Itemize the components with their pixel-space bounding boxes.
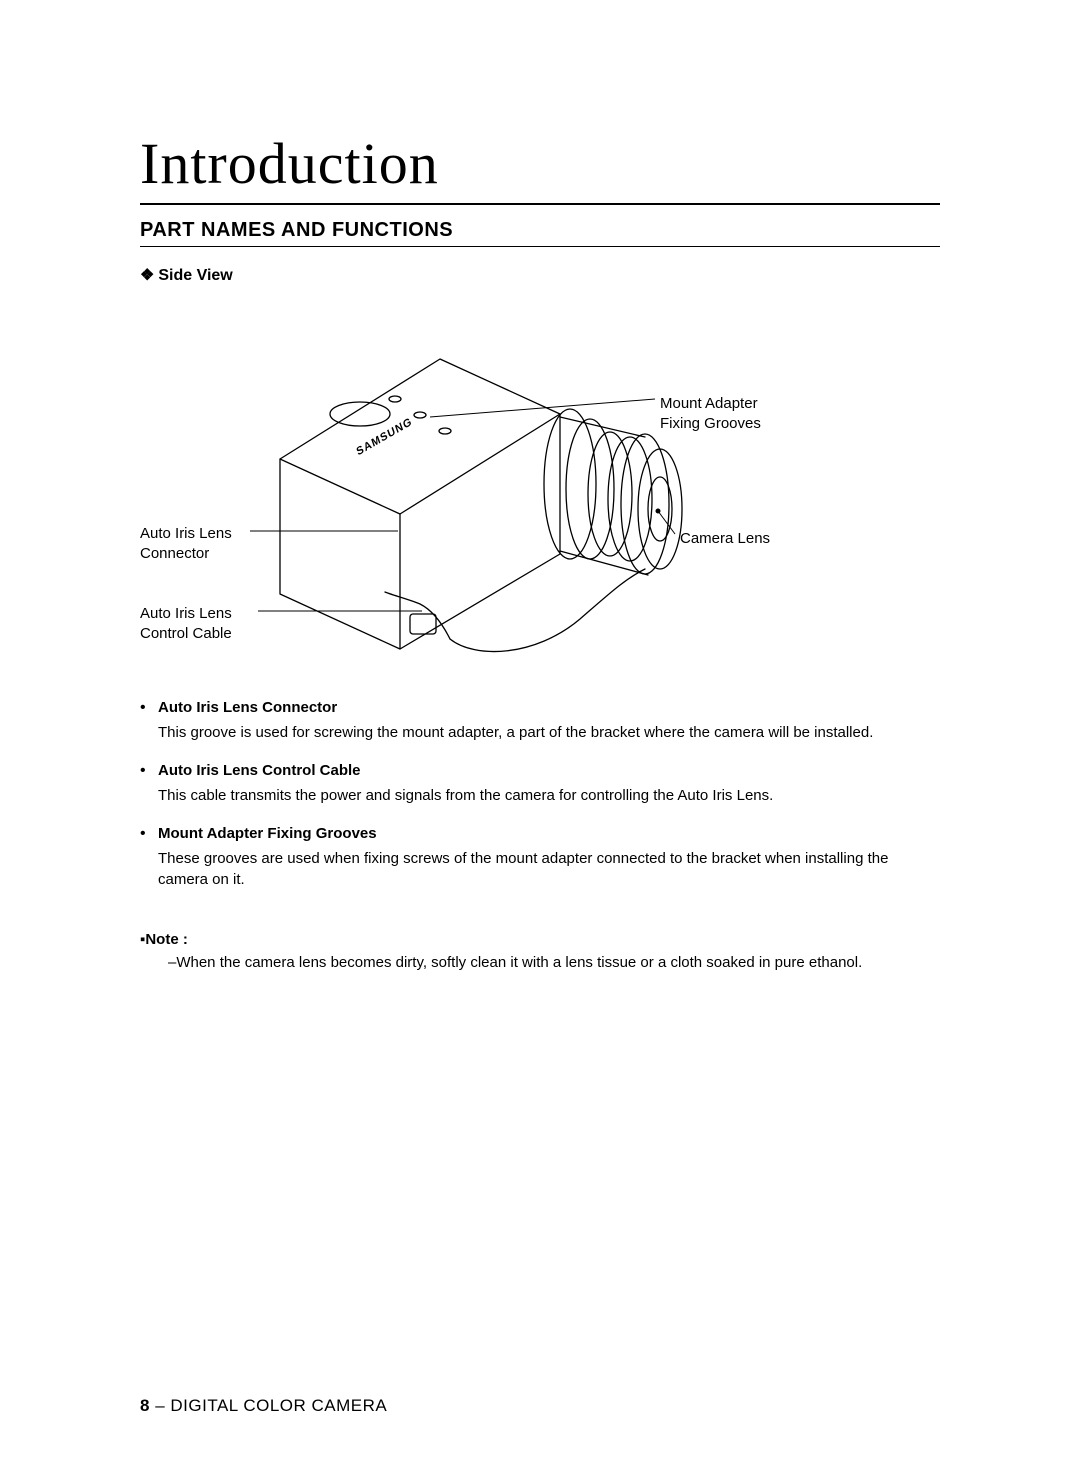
definition-desc: This groove is used for screwing the mou…	[158, 724, 873, 741]
view-subtitle: Side View	[140, 265, 940, 285]
callout-camera-lens: Camera Lens	[680, 529, 770, 549]
definitions-list: Auto Iris Lens Connector This groove is …	[140, 699, 940, 891]
footer-sep: –	[150, 1396, 170, 1415]
callout-line1: Auto Iris Lens	[140, 605, 232, 622]
note-label: Note :	[140, 931, 188, 948]
callout-line1: Camera Lens	[680, 530, 770, 547]
definition-item: Mount Adapter Fixing Grooves These groov…	[140, 825, 940, 892]
definition-desc: These grooves are used when fixing screw…	[158, 850, 888, 889]
footer-product: DIGITAL COLOR CAMERA	[170, 1396, 387, 1415]
definition-item: Auto Iris Lens Control Cable This cable …	[140, 762, 940, 807]
manual-page: Introduction PART NAMES AND FUNCTIONS Si…	[0, 0, 1080, 1476]
definition-term: Auto Iris Lens Connector	[158, 699, 940, 716]
note-text: When the camera lens becomes dirty, soft…	[140, 952, 940, 974]
side-view-diagram: SAMSUNG Mount Adapter Fixing Grooves Cam…	[140, 299, 940, 659]
definition-item: Auto Iris Lens Connector This groove is …	[140, 699, 940, 744]
callout-auto-iris-connector: Auto Iris Lens Connector	[140, 524, 232, 563]
note-block: Note : When the camera lens becomes dirt…	[140, 931, 940, 974]
camera-line-art	[140, 299, 940, 659]
definition-term: Auto Iris Lens Control Cable	[158, 762, 940, 779]
page-footer: 8 – DIGITAL COLOR CAMERA	[140, 1396, 387, 1416]
page-title: Introduction	[140, 130, 940, 205]
definition-desc: This cable transmits the power and signa…	[158, 787, 773, 804]
definition-term: Mount Adapter Fixing Grooves	[158, 825, 940, 842]
callout-line1: Mount Adapter	[660, 395, 758, 412]
callout-mount-adapter: Mount Adapter Fixing Grooves	[660, 394, 761, 433]
callout-auto-iris-cable: Auto Iris Lens Control Cable	[140, 604, 232, 643]
section-title: PART NAMES AND FUNCTIONS	[140, 219, 940, 247]
callout-line2: Connector	[140, 545, 209, 562]
callout-line2: Control Cable	[140, 625, 232, 642]
callout-line2: Fixing Grooves	[660, 415, 761, 432]
page-number: 8	[140, 1396, 150, 1415]
callout-line1: Auto Iris Lens	[140, 525, 232, 542]
